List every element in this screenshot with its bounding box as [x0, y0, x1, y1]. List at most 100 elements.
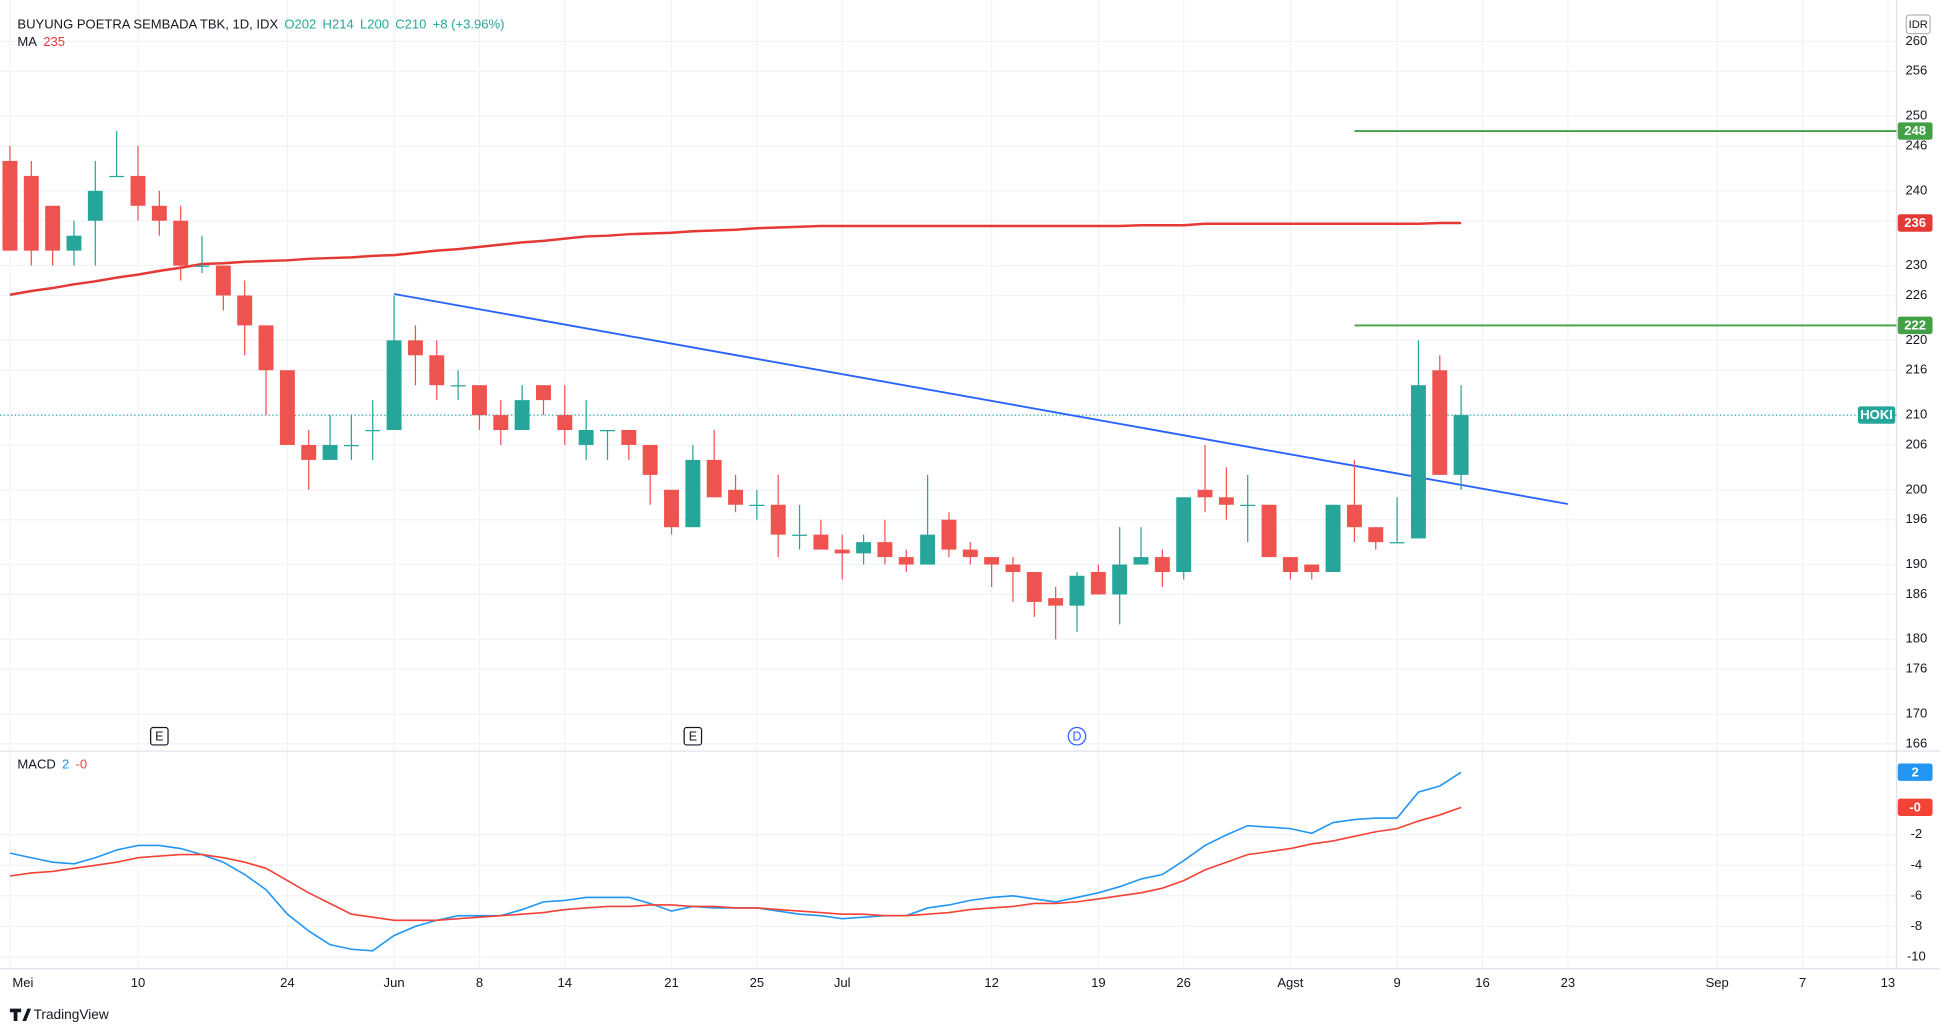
x-tick-label: 23 [1561, 975, 1576, 990]
candle-body [642, 444, 658, 475]
candle-body [87, 190, 103, 221]
candle-body [706, 459, 722, 498]
candle-body [109, 175, 125, 178]
candle-body [322, 444, 338, 460]
candle-body [1261, 504, 1277, 558]
candle-body [557, 415, 573, 431]
macd-tag-label: -0 [1909, 799, 1921, 814]
candle-body [514, 400, 530, 431]
ma-tag [1897, 214, 1933, 232]
y-tick-label: 240 [1905, 182, 1927, 197]
y-tick-label: 260 [1905, 33, 1927, 48]
candle-body [471, 385, 487, 416]
candle-body [258, 325, 274, 371]
y-tick-label: 216 [1905, 362, 1927, 377]
chart-title: BUYUNG POETRA SEMBADA TBK, 1D, IDX [17, 16, 278, 31]
level-tag [1897, 316, 1933, 335]
candle-body [984, 557, 1000, 565]
ma-line [9, 221, 1462, 296]
event-marker [683, 726, 703, 746]
candle-body [45, 205, 61, 251]
candle-body [1368, 527, 1384, 543]
candle-body [1090, 572, 1106, 595]
candle-body [749, 504, 765, 507]
candle-body [1197, 489, 1213, 498]
currency: IDR [1909, 19, 1928, 31]
candle-body [194, 265, 210, 267]
candle-body [770, 504, 786, 535]
candle-body [728, 489, 743, 505]
x-tick-label: Mei [12, 975, 33, 990]
macd-tag [1897, 798, 1933, 817]
candle-body [1432, 370, 1448, 475]
candle-body [898, 557, 914, 565]
candle-body [1240, 504, 1256, 507]
candle-body [1389, 542, 1405, 544]
candle-body [1154, 557, 1170, 573]
candle-body [856, 542, 872, 554]
macd-value: -0 [76, 756, 88, 771]
currency-box [1905, 14, 1931, 35]
price-tag [1857, 406, 1896, 424]
x-tick-label: 25 [750, 975, 765, 990]
candle-body [301, 444, 317, 460]
brand: TradingView [34, 1007, 109, 1022]
candle-body [450, 385, 466, 387]
y-tick-label: 170 [1905, 705, 1927, 720]
candle-body [1176, 497, 1192, 573]
candle-body [792, 534, 808, 536]
change: +8 (+3.96%) [433, 16, 505, 31]
ohlc-value: L200 [360, 16, 389, 31]
y-tick-label: 176 [1905, 661, 1927, 676]
candle-body [386, 340, 402, 431]
x-tick-label: 9 [1393, 975, 1400, 990]
x-tick-label: 21 [664, 975, 679, 990]
macd-name: MACD [17, 756, 55, 771]
candle-body [877, 542, 893, 558]
candle-body [1218, 497, 1234, 505]
x-tick-label: 13 [1881, 975, 1896, 990]
y-tick-label: 206 [1905, 436, 1927, 451]
candle-body [429, 355, 445, 386]
y-tick-label: -6 [1911, 887, 1923, 902]
candle-body [151, 205, 167, 221]
y-tick-label: 230 [1905, 257, 1927, 272]
x-tick-label: 26 [1176, 975, 1191, 990]
event-marker [1067, 726, 1087, 746]
candle-body [365, 430, 381, 432]
x-tick-label: Agst [1277, 975, 1303, 990]
y-tick-label: 226 [1905, 287, 1927, 302]
candle-body [813, 534, 829, 550]
candle-body [920, 534, 936, 565]
event-label: E [689, 730, 697, 744]
candle-body [664, 489, 679, 528]
candle-body [1410, 385, 1426, 539]
plot [0, 130, 1897, 952]
y-tick-label: -2 [1911, 826, 1923, 841]
y-tick-label: 190 [1905, 556, 1927, 571]
candle-body [1026, 572, 1042, 602]
candle-body [600, 430, 615, 432]
x-tick-label: Jul [834, 975, 851, 990]
candle-body [343, 444, 359, 447]
event-label: E [155, 730, 163, 744]
candle-body [173, 220, 189, 266]
candle-body [215, 265, 231, 296]
candle-body [621, 430, 637, 445]
candle-body [1325, 504, 1341, 573]
candle-body [962, 549, 978, 558]
y-tick-label: 180 [1905, 631, 1927, 646]
x-tick-label: 12 [984, 975, 999, 990]
level-tag-label: 222 [1904, 317, 1926, 332]
candle-body [66, 235, 82, 251]
candle-body [1346, 504, 1362, 528]
macd-tag [1897, 763, 1933, 781]
y-tick-label: 186 [1905, 586, 1927, 601]
y-tick-label: 220 [1905, 332, 1927, 347]
candle-body [1048, 598, 1064, 606]
candle-body [685, 459, 701, 528]
y-tick-label: 196 [1905, 511, 1927, 526]
candle-body [130, 175, 146, 206]
